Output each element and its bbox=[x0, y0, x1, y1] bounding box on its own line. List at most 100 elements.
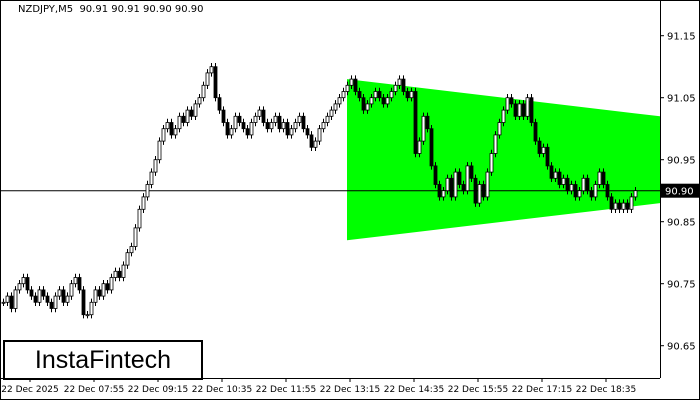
candle-body bbox=[569, 184, 574, 192]
x-tick-label: 22 Dec 11:55 bbox=[256, 385, 317, 395]
candle-body bbox=[421, 115, 426, 142]
candle-body bbox=[9, 295, 14, 309]
x-tick-label: 22 Dec 2025 bbox=[1, 385, 59, 395]
candle-body bbox=[437, 184, 442, 198]
candle-body bbox=[389, 91, 394, 99]
candle-body bbox=[81, 289, 86, 316]
candle-body bbox=[373, 91, 378, 99]
candle-body bbox=[249, 122, 254, 136]
candle-body bbox=[325, 115, 330, 123]
candle-body bbox=[525, 97, 530, 117]
candle-body bbox=[125, 252, 130, 266]
candle-body bbox=[549, 165, 554, 179]
candle-body bbox=[365, 103, 370, 111]
candle-body bbox=[237, 115, 242, 123]
candle-body bbox=[517, 103, 522, 117]
candle-body bbox=[17, 283, 22, 291]
candle-body bbox=[541, 146, 546, 154]
candle-body bbox=[233, 115, 238, 130]
candle-body bbox=[293, 122, 298, 130]
candle-body bbox=[73, 277, 78, 285]
triangle-pattern bbox=[347, 79, 660, 241]
candle-body bbox=[609, 196, 614, 210]
candle-body bbox=[433, 165, 438, 185]
candle-body bbox=[481, 184, 486, 198]
candle-body bbox=[281, 122, 286, 130]
candle-body bbox=[577, 190, 582, 198]
candle-body bbox=[217, 97, 222, 111]
candle-body bbox=[457, 171, 462, 185]
candle-body bbox=[545, 146, 550, 167]
candle-body bbox=[529, 97, 534, 123]
current-price-badge bbox=[661, 183, 699, 198]
candle-body bbox=[417, 140, 422, 154]
candle-body bbox=[253, 115, 258, 123]
candle-body bbox=[265, 122, 270, 130]
candle-body bbox=[381, 97, 386, 105]
candle-body bbox=[45, 295, 50, 303]
candle-body bbox=[345, 84, 350, 92]
candle-body bbox=[601, 171, 606, 185]
candle-body bbox=[33, 295, 38, 303]
x-tick-label: 22 Dec 13:15 bbox=[320, 385, 381, 395]
candle-body bbox=[305, 128, 310, 136]
candle-body bbox=[361, 97, 366, 111]
candle-body bbox=[241, 122, 246, 130]
candle-body bbox=[221, 109, 226, 123]
candle-body bbox=[505, 97, 510, 111]
candle-body bbox=[61, 289, 66, 303]
candle-body bbox=[377, 91, 382, 99]
candle-body bbox=[145, 184, 150, 198]
candle-body bbox=[193, 103, 198, 117]
candle-body bbox=[613, 202, 618, 210]
candle-body bbox=[273, 115, 278, 123]
candle-body bbox=[413, 91, 418, 154]
candle-body bbox=[333, 103, 338, 111]
candle-body bbox=[617, 202, 622, 210]
current-price-label: 90.90 bbox=[665, 187, 694, 198]
candle-body bbox=[313, 140, 318, 148]
candle-body bbox=[37, 289, 42, 303]
candle-body bbox=[117, 270, 122, 278]
x-tick-label: 22 Dec 15:55 bbox=[448, 385, 509, 395]
candle-body bbox=[593, 184, 598, 198]
candle-body bbox=[633, 190, 638, 198]
candle-body bbox=[621, 202, 626, 210]
y-tick-label: 90.85 bbox=[667, 218, 696, 229]
candle-body bbox=[121, 264, 126, 278]
candle-body bbox=[93, 289, 98, 303]
candle-body bbox=[109, 277, 114, 291]
x-tick-label: 22 Dec 09:15 bbox=[128, 385, 189, 395]
candle-body bbox=[209, 66, 214, 74]
candle-body bbox=[385, 97, 390, 105]
candle-body bbox=[501, 109, 506, 123]
candle-body bbox=[297, 115, 302, 123]
candle-body bbox=[157, 140, 162, 161]
symbol-label: NZDJPY,M5 bbox=[18, 4, 74, 15]
candle-body bbox=[105, 283, 110, 291]
candle-body bbox=[165, 122, 170, 130]
candle-body bbox=[189, 109, 194, 117]
candle-body bbox=[169, 122, 174, 136]
ohlc-readout: 90.91 90.91 90.90 90.90 bbox=[79, 4, 204, 15]
candle-body bbox=[453, 171, 458, 198]
candle-body bbox=[261, 109, 266, 123]
candle-body bbox=[89, 301, 94, 316]
candle-body bbox=[309, 134, 314, 148]
candle-body bbox=[473, 177, 478, 204]
candle-body bbox=[113, 270, 118, 278]
candle-body bbox=[557, 171, 562, 185]
candle-body bbox=[321, 122, 326, 130]
candle-body bbox=[485, 171, 490, 198]
instafintech-logo: InstaFintech bbox=[3, 340, 203, 380]
candle-body bbox=[289, 128, 294, 136]
candle-body bbox=[129, 246, 134, 254]
x-tick-label: 22 Dec 10:35 bbox=[192, 385, 253, 395]
candle-body bbox=[477, 184, 482, 204]
candle-body bbox=[493, 134, 498, 154]
candle-body bbox=[461, 184, 466, 192]
candle-body bbox=[101, 283, 106, 297]
candle-body bbox=[597, 171, 602, 185]
